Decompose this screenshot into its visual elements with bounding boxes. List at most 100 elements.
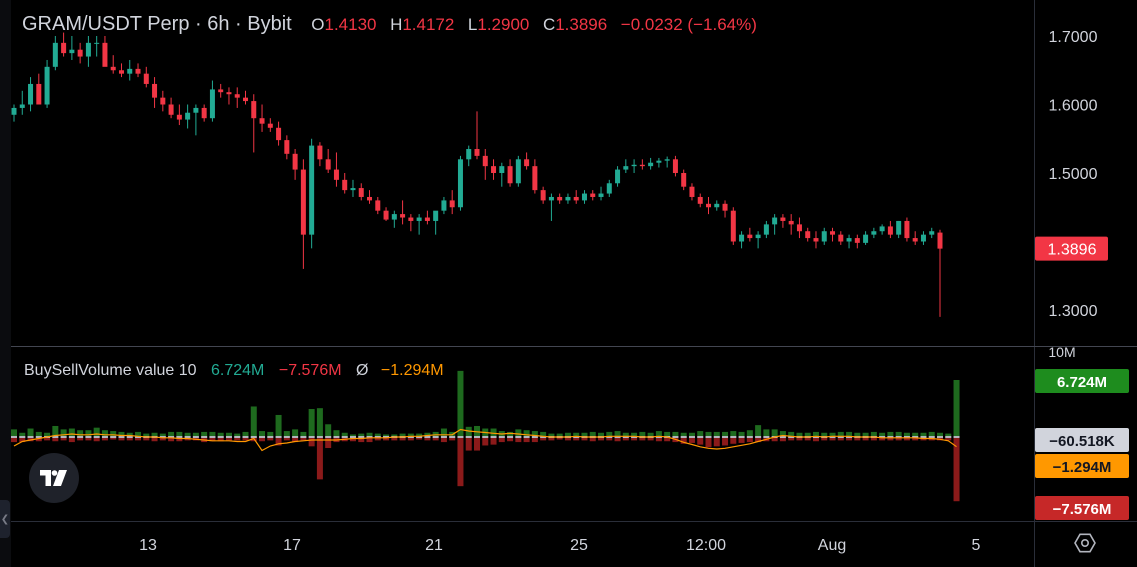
net-volume-tick	[432, 436, 439, 438]
sell-volume-bar	[903, 437, 910, 441]
settings-icon[interactable]	[1074, 533, 1096, 553]
net-volume-tick	[540, 436, 547, 438]
net-volume-tick	[755, 436, 762, 438]
sell-volume-bar	[267, 437, 274, 441]
sell-volume-bar	[383, 437, 390, 441]
net-volume-tick	[217, 436, 224, 438]
high-value: 1.4172	[402, 15, 455, 34]
sell-volume-bar	[283, 437, 290, 441]
sell-volume-bar	[126, 437, 133, 441]
sell-volume-bar	[474, 437, 480, 451]
buy-volume-bar	[515, 429, 522, 437]
sell-volume-bar	[44, 437, 51, 441]
sell-volume-bar	[606, 437, 613, 441]
candle-body	[887, 226, 893, 235]
sell-volume-bar	[399, 437, 406, 441]
candle-body	[176, 114, 182, 120]
net-volume-tick	[424, 436, 431, 438]
sell-volume-bar	[738, 437, 745, 443]
candle-body	[433, 210, 439, 221]
sell-volume-bar	[498, 437, 505, 443]
net-volume-tick	[201, 436, 208, 438]
buy-volume-bar	[730, 431, 737, 437]
net-volume-badge	[1035, 428, 1129, 452]
candle-body	[904, 220, 910, 239]
candle-body	[491, 166, 497, 173]
sell-volume-bar	[804, 437, 811, 441]
net-volume-tick	[498, 436, 505, 438]
buy-volume-bar	[184, 432, 191, 437]
net-volume-tick	[523, 436, 530, 438]
sell-volume-bar	[548, 437, 555, 441]
average-line	[13, 428, 957, 452]
collapse-toolbar-button[interactable]: ❮	[0, 500, 10, 538]
sell-volume-bar	[614, 437, 621, 442]
net-volume-tick	[655, 436, 662, 438]
candle-body	[548, 196, 554, 201]
sell-volume-bar	[325, 437, 332, 449]
buy-volume-bar	[846, 431, 853, 437]
candle-body	[581, 193, 587, 201]
time-tick-label: 12:00	[686, 537, 726, 554]
buy-volume-bar	[837, 431, 844, 437]
sell-volume-bar	[118, 437, 125, 441]
net-volume-tick	[953, 436, 960, 438]
buy-volume-bar	[788, 431, 795, 437]
price-axis-ticks: 1.7000 1.6000 1.5000 1.3000 1.3896	[1035, 29, 1108, 320]
net-volume-tick	[118, 436, 125, 438]
candle-body	[110, 66, 116, 71]
candle-body	[367, 196, 373, 201]
net-volume-tick	[93, 436, 100, 438]
symbol-title[interactable]: GRAM/USDT Perp · 6h · Bybit	[22, 13, 292, 35]
buy-volume-bar	[275, 414, 282, 437]
candle-body	[648, 162, 654, 167]
sell-volume-bar	[812, 437, 819, 442]
net-volume-tick	[60, 436, 67, 438]
net-volume-tick	[903, 436, 910, 438]
sell-volume-bar	[523, 437, 530, 443]
sell-volume-bar	[870, 437, 877, 441]
net-volume-tick	[407, 436, 414, 438]
net-volume-tick	[250, 436, 257, 438]
net-volume-tick	[77, 436, 84, 438]
net-volume-tick	[688, 436, 695, 438]
sell-volume-bar	[540, 437, 547, 441]
buy-volume-bar	[722, 431, 729, 437]
indicator-name[interactable]: BuySellVolume value 10	[24, 362, 197, 379]
buy-volume-bar	[556, 433, 563, 437]
sell-volume-bar	[680, 437, 687, 444]
net-volume-tick	[110, 436, 117, 438]
sell-volume-bar	[68, 437, 75, 443]
sell-volume-bar	[755, 437, 762, 443]
sell-volume-bar	[937, 437, 943, 441]
candle-body	[28, 83, 34, 105]
buy-volume-bar	[234, 433, 241, 437]
buy-volume-bar	[796, 432, 803, 437]
sell-volume-bar	[573, 437, 580, 441]
net-volume-tick	[490, 436, 497, 438]
buy-volume-bar	[52, 425, 59, 437]
net-volume-tick	[27, 436, 34, 438]
candle-body	[466, 149, 472, 160]
net-volume-badge-label: −60.518K	[1049, 433, 1115, 450]
buy-volume-bar	[672, 431, 679, 437]
tradingview-logo[interactable]	[29, 453, 79, 503]
price-bodies	[11, 42, 943, 249]
buy-volume-bar	[895, 431, 902, 437]
buy-volume-bar	[68, 428, 75, 437]
candle-body	[441, 200, 447, 211]
net-volume-tick	[209, 436, 216, 438]
candle-body	[681, 173, 687, 187]
candle-body	[416, 217, 422, 221]
sell-volume-value: −7.576M	[278, 362, 342, 379]
buy-volume-bar	[680, 432, 687, 437]
sell-volume-bar	[217, 437, 224, 442]
open-label: O	[311, 15, 325, 34]
net-volume-tick	[349, 436, 356, 438]
buy-volume-bar	[416, 433, 423, 437]
candle-body	[714, 203, 720, 208]
candle-body	[391, 214, 397, 220]
buy-volume-bar	[110, 431, 117, 437]
net-volume-tick	[631, 436, 638, 438]
